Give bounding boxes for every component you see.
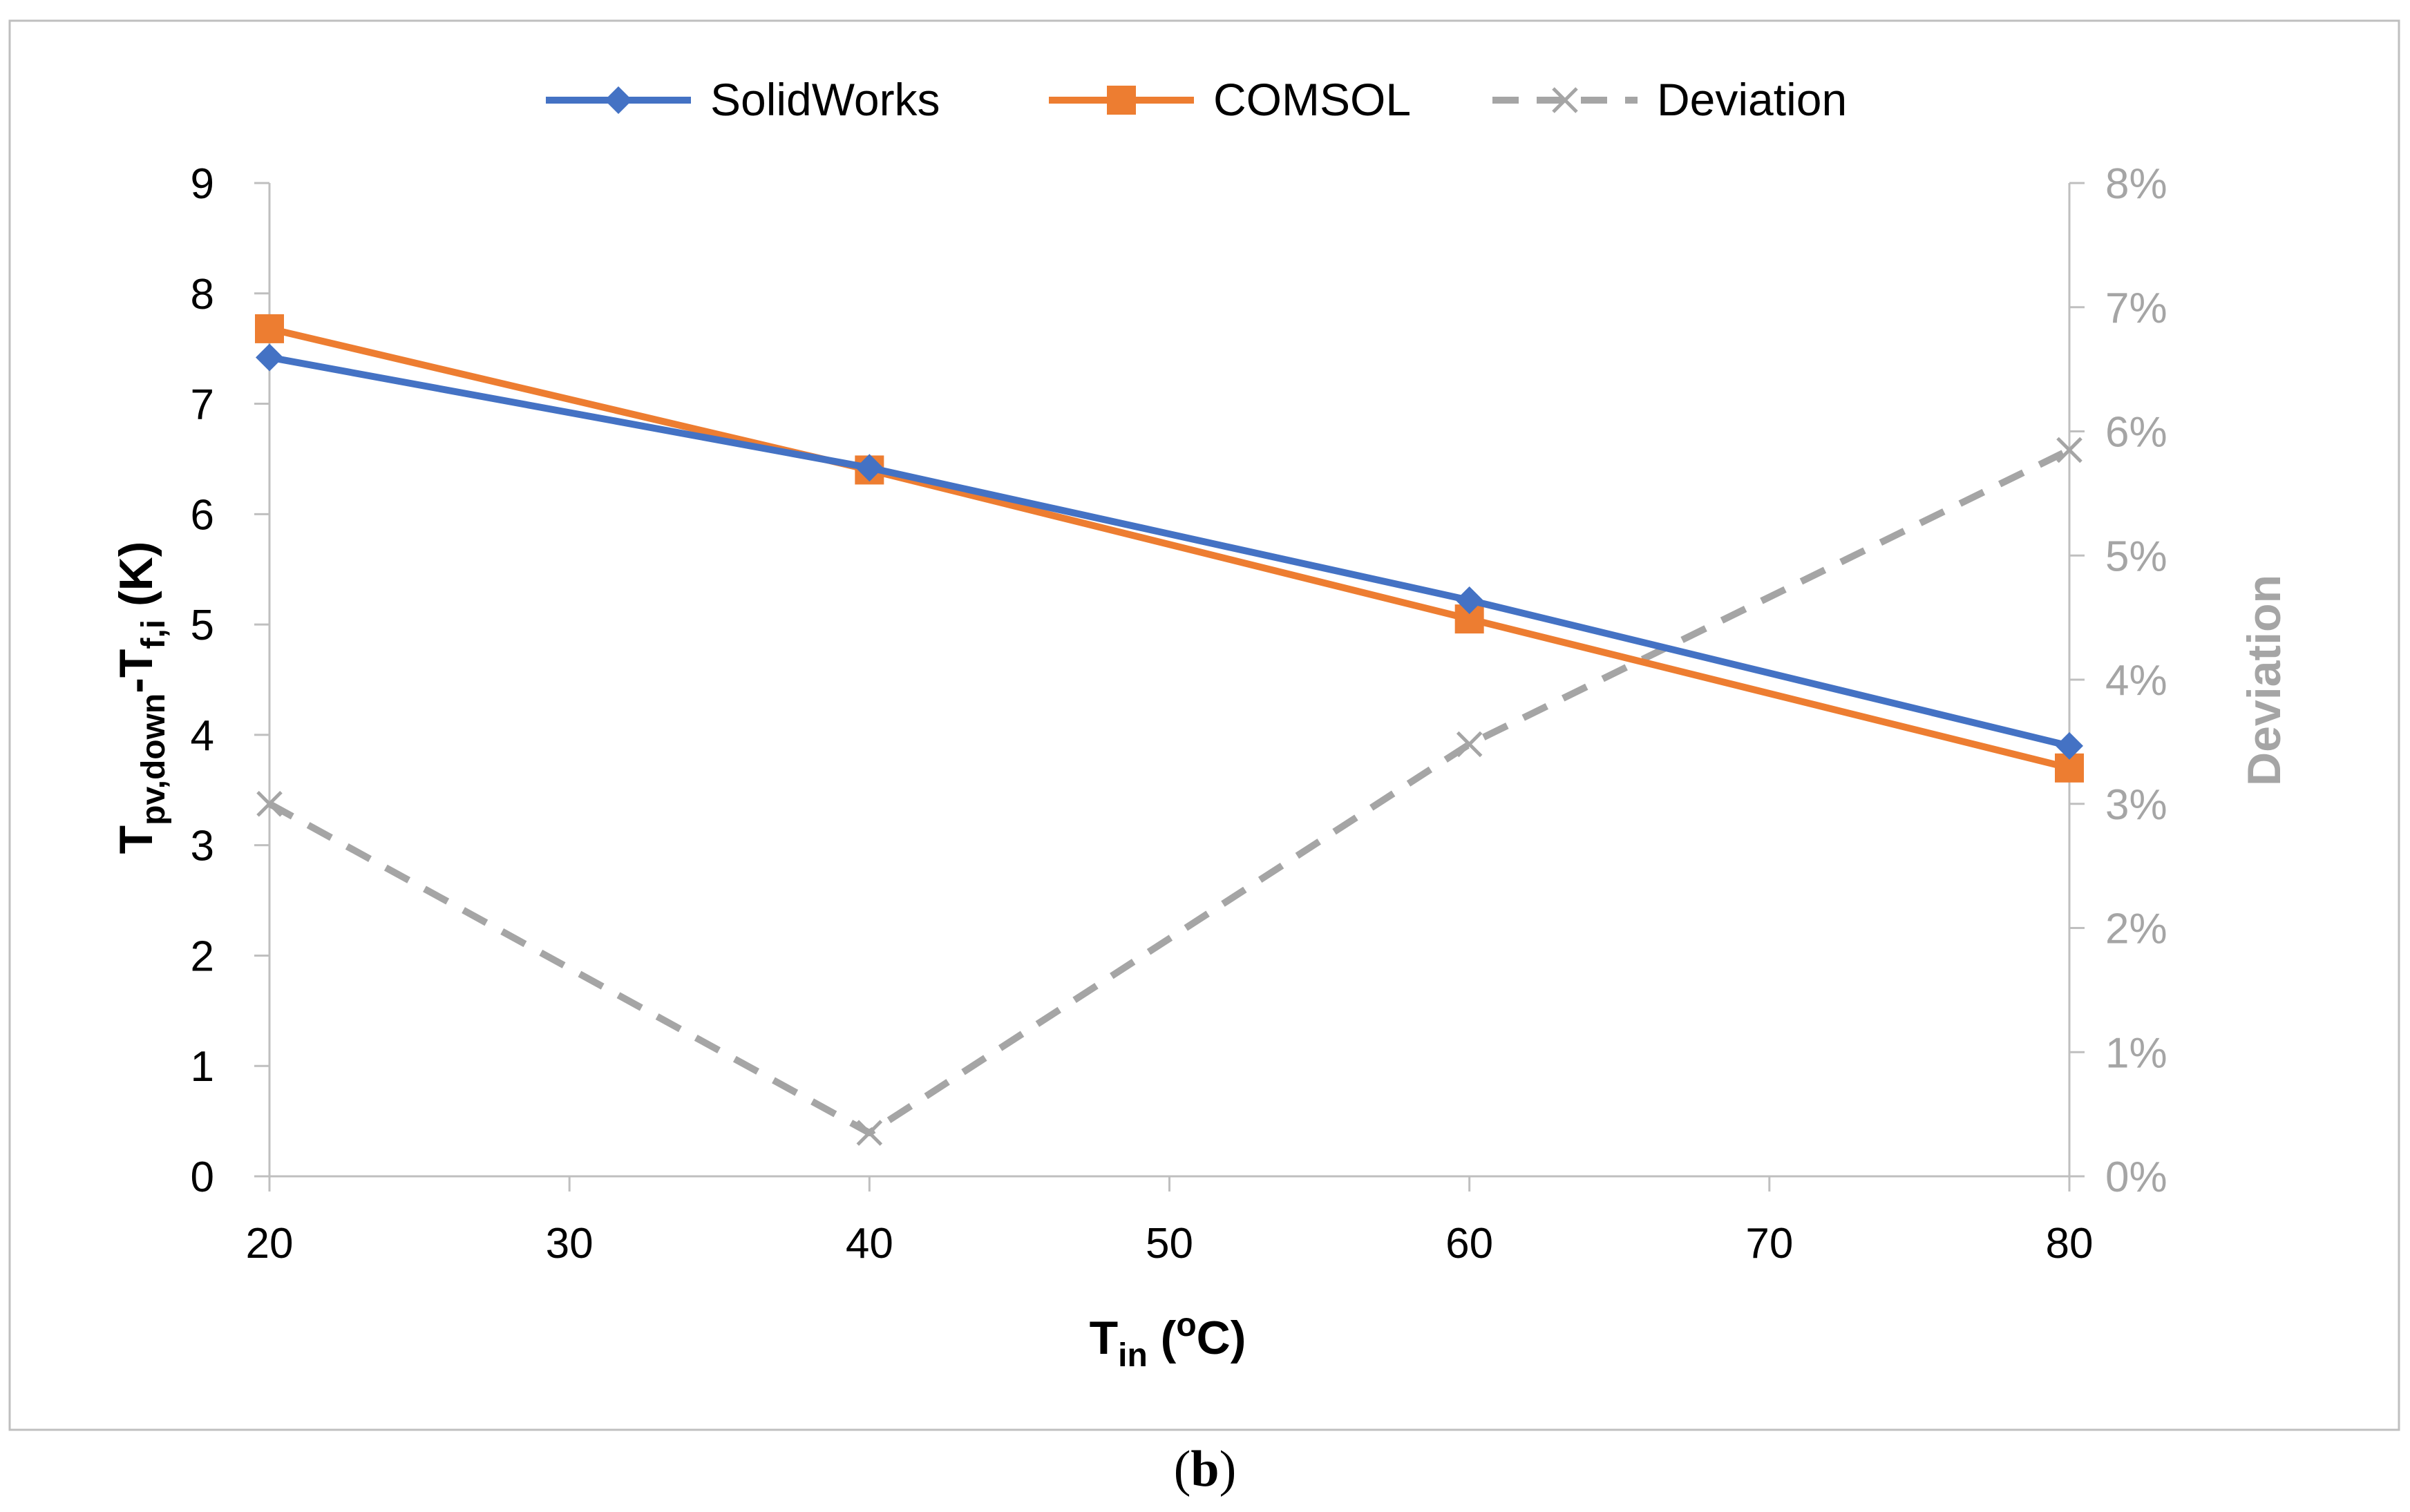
legend-marker-comsol — [1107, 86, 1136, 115]
legend-label-comsol: COMSOL — [1213, 74, 1411, 125]
y2-tick-label: 3% — [2105, 781, 2167, 829]
legend-marker-solidworks — [605, 86, 632, 114]
series-deviation — [256, 437, 2082, 1146]
series-layer — [255, 314, 2084, 1146]
legend-item-solidworks: SolidWorks — [546, 74, 940, 125]
y2-tick-label: 6% — [2105, 409, 2167, 457]
legend: SolidWorks COMSOL Deviation — [546, 74, 1847, 125]
series-line-solidworks — [269, 354, 2071, 749]
data-point-comsol — [255, 314, 284, 343]
data-point-solidworks — [1455, 586, 1483, 614]
series-line-deviation — [267, 446, 2071, 1137]
data-point-deviation — [2056, 437, 2082, 463]
x-tick-label: 40 — [846, 1220, 893, 1267]
y-axis-label: Tpv,down-Tf,i (K) — [110, 542, 172, 854]
x-tick-label: 80 — [2046, 1220, 2094, 1267]
y2-tick-label: 7% — [2105, 285, 2167, 332]
x-tick-label: 20 — [246, 1220, 294, 1267]
chart-frame — [8, 19, 2400, 1431]
x-tick-label: 70 — [1745, 1220, 1793, 1267]
y-tick-label: 0 — [191, 1154, 214, 1201]
legend-item-comsol: COMSOL — [1049, 74, 1411, 125]
x-tick-label: 30 — [546, 1220, 594, 1267]
y-tick-label: 6 — [191, 491, 214, 539]
y2-axis-label: Deviation — [2238, 575, 2290, 786]
legend-label-deviation: Deviation — [1657, 74, 1847, 125]
y2-tick-label: 4% — [2105, 657, 2167, 705]
data-point-solidworks — [855, 454, 884, 482]
y2-axis-ticks: 0% 1% 2% 3% 4% 5% 6% 7% 8% — [2069, 160, 2167, 1201]
data-point-solidworks — [2056, 731, 2083, 760]
x-axis-label: Tin (oC) — [1090, 1307, 1246, 1374]
x-tick-label: 50 — [1146, 1220, 1193, 1267]
data-point-solidworks — [256, 343, 283, 372]
y-tick-label: 8 — [191, 271, 214, 318]
data-point-deviation — [1456, 731, 1483, 758]
y2-tick-label: 5% — [2105, 533, 2167, 580]
legend-item-deviation: Deviation — [1492, 74, 1847, 125]
x-tick-label: 60 — [1445, 1220, 1493, 1267]
series-line-comsol — [268, 325, 2071, 772]
y-tick-label: 2 — [191, 932, 214, 980]
y2-tick-label: 1% — [2105, 1029, 2167, 1077]
y-tick-label: 4 — [191, 712, 214, 760]
y-tick-label: 3 — [191, 823, 214, 870]
y2-tick-label: 2% — [2105, 906, 2167, 953]
figure-caption: (b) — [1173, 1441, 1237, 1497]
series-solidworks — [256, 343, 2083, 760]
data-point-deviation — [256, 790, 283, 817]
y-tick-label: 7 — [191, 381, 214, 429]
y2-tick-label: 8% — [2105, 160, 2167, 208]
y-tick-label: 5 — [191, 602, 214, 649]
x-axis-ticks: 20 30 40 50 60 70 80 — [246, 1176, 2094, 1267]
y-tick-label: 1 — [191, 1043, 214, 1091]
y-tick-label: 9 — [191, 160, 214, 208]
data-point-deviation — [856, 1120, 883, 1146]
y2-tick-label: 0% — [2105, 1154, 2167, 1201]
legend-label-solidworks: SolidWorks — [710, 74, 940, 125]
legend-marker-deviation — [1552, 87, 1578, 113]
y-axis-ticks: 0 1 2 3 4 5 6 7 8 9 — [191, 160, 269, 1201]
